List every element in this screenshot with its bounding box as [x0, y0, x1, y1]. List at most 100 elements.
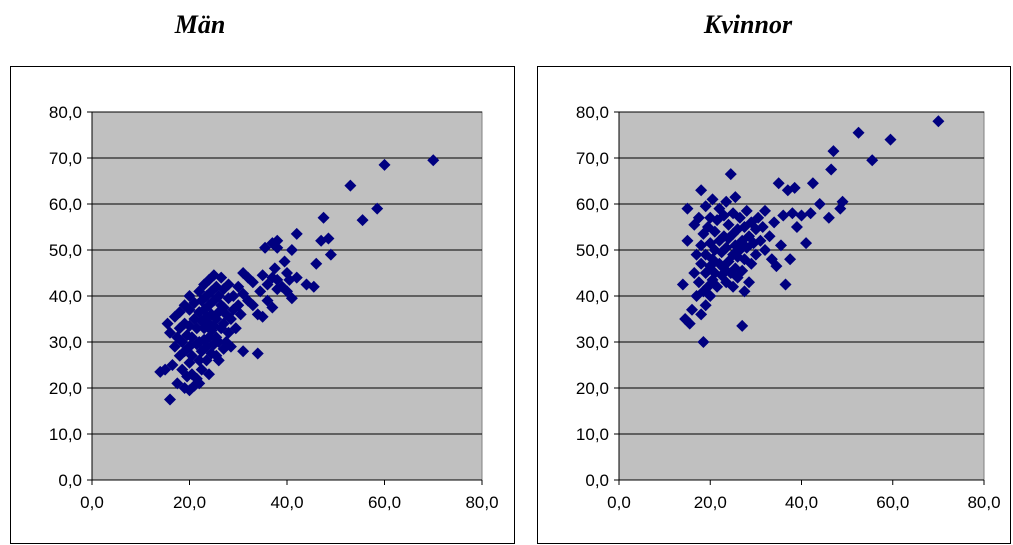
data-point [770, 260, 783, 273]
data-point [813, 198, 826, 210]
data-point [683, 317, 696, 330]
data-point [784, 253, 797, 266]
data-point [371, 202, 384, 215]
y-tick-label: 70,0 [49, 149, 82, 168]
data-point [756, 221, 769, 233]
y-tick-label: 30,0 [49, 333, 82, 352]
data-point [215, 271, 228, 284]
data-point [164, 393, 176, 406]
y-tick-label: 0,0 [58, 471, 82, 490]
data-point [193, 377, 206, 390]
data-point [720, 195, 733, 208]
data-point [699, 200, 712, 213]
scatter-plot-man: 0,0 10,0 20,0 30,0 40,0 50,0 60,0 70,0 80,0 0,0 20… [49, 103, 499, 512]
data-point [224, 340, 237, 353]
data-point [234, 308, 247, 321]
x-tick-label: 80,0 [465, 493, 498, 512]
chart-title-man: Män [174, 10, 226, 39]
data-point [322, 232, 335, 245]
data-point [378, 158, 391, 171]
data-point [232, 299, 245, 312]
x-tick-label: 60,0 [368, 493, 401, 512]
data-point [686, 303, 698, 316]
data-point [224, 313, 237, 325]
x-tick-label: 60,0 [876, 493, 909, 512]
data-point [759, 204, 771, 217]
data-point [681, 234, 694, 247]
x-tick-label: 0,0 [607, 493, 631, 512]
data-point [774, 239, 787, 252]
data-point [827, 145, 840, 158]
data-point [701, 280, 714, 293]
data-point [290, 227, 303, 240]
y-tick-label: 30,0 [576, 333, 609, 352]
data-point [271, 241, 284, 254]
data-point [692, 276, 705, 289]
data-point [733, 211, 746, 224]
data-point [720, 241, 733, 254]
data-point [256, 269, 269, 282]
y-tick-label: 40,0 [576, 287, 609, 306]
data-point [227, 290, 240, 302]
data-point [754, 234, 767, 247]
data-point [736, 319, 749, 332]
chart-area-kvinnor: 0,0 10,0 20,0 30,0 40,0 50,0 60,0 70,0 80,0 0,0 20… [537, 66, 1011, 544]
data-point [256, 310, 269, 323]
data-point [229, 322, 242, 335]
y-tick-label: 50,0 [49, 241, 82, 260]
data-point [752, 211, 765, 224]
x-tick-label: 20,0 [694, 493, 727, 512]
data-point [765, 253, 778, 266]
data-point [183, 303, 196, 316]
data-point [246, 276, 259, 289]
data-point [800, 237, 813, 250]
data-point [777, 209, 790, 222]
data-point [222, 278, 235, 291]
data-point [866, 154, 879, 167]
data-point [203, 368, 215, 381]
data-point [166, 359, 179, 371]
data-point [884, 133, 897, 146]
data-point [717, 209, 730, 222]
data-point [324, 248, 337, 261]
data-point [790, 221, 803, 233]
y-tick-label: 60,0 [49, 195, 82, 214]
data-point [681, 202, 694, 215]
y-tick-label: 20,0 [49, 379, 82, 398]
y-tick-label: 40,0 [49, 287, 82, 306]
y-tick-label: 60,0 [576, 195, 609, 214]
data-point [692, 211, 705, 224]
data-point [271, 234, 284, 247]
data-point [212, 354, 225, 367]
data-point [804, 207, 817, 220]
y-tick-label: 80,0 [49, 103, 82, 122]
data-point [786, 207, 799, 220]
data-point [706, 193, 719, 206]
data-point [740, 204, 753, 217]
y-tick-label: 70,0 [576, 149, 609, 168]
data-point [720, 276, 733, 289]
data-point [738, 253, 751, 266]
data-point [695, 308, 708, 321]
data-point [699, 299, 712, 312]
data-point [806, 177, 819, 190]
data-point [344, 179, 357, 192]
data-point [772, 177, 785, 190]
y-tick-label: 80,0 [576, 103, 609, 122]
data-point [285, 244, 298, 256]
data-point [307, 280, 320, 293]
data-point [251, 347, 264, 360]
data-point [178, 299, 191, 312]
data-point [695, 184, 708, 197]
data-point [237, 287, 250, 300]
data-point [695, 239, 708, 252]
x-tick-label: 80,0 [967, 493, 1000, 512]
data-point [743, 276, 756, 289]
data-point [852, 126, 865, 139]
data-point [708, 225, 721, 238]
data-point [246, 299, 259, 312]
data-point [222, 292, 235, 305]
chart-title-kvinnor: Kvinnor [703, 10, 793, 39]
chart-area-man: 0,0 10,0 20,0 30,0 40,0 50,0 60,0 70,0 80,0 0,0 20… [10, 66, 515, 544]
data-point [932, 115, 945, 128]
